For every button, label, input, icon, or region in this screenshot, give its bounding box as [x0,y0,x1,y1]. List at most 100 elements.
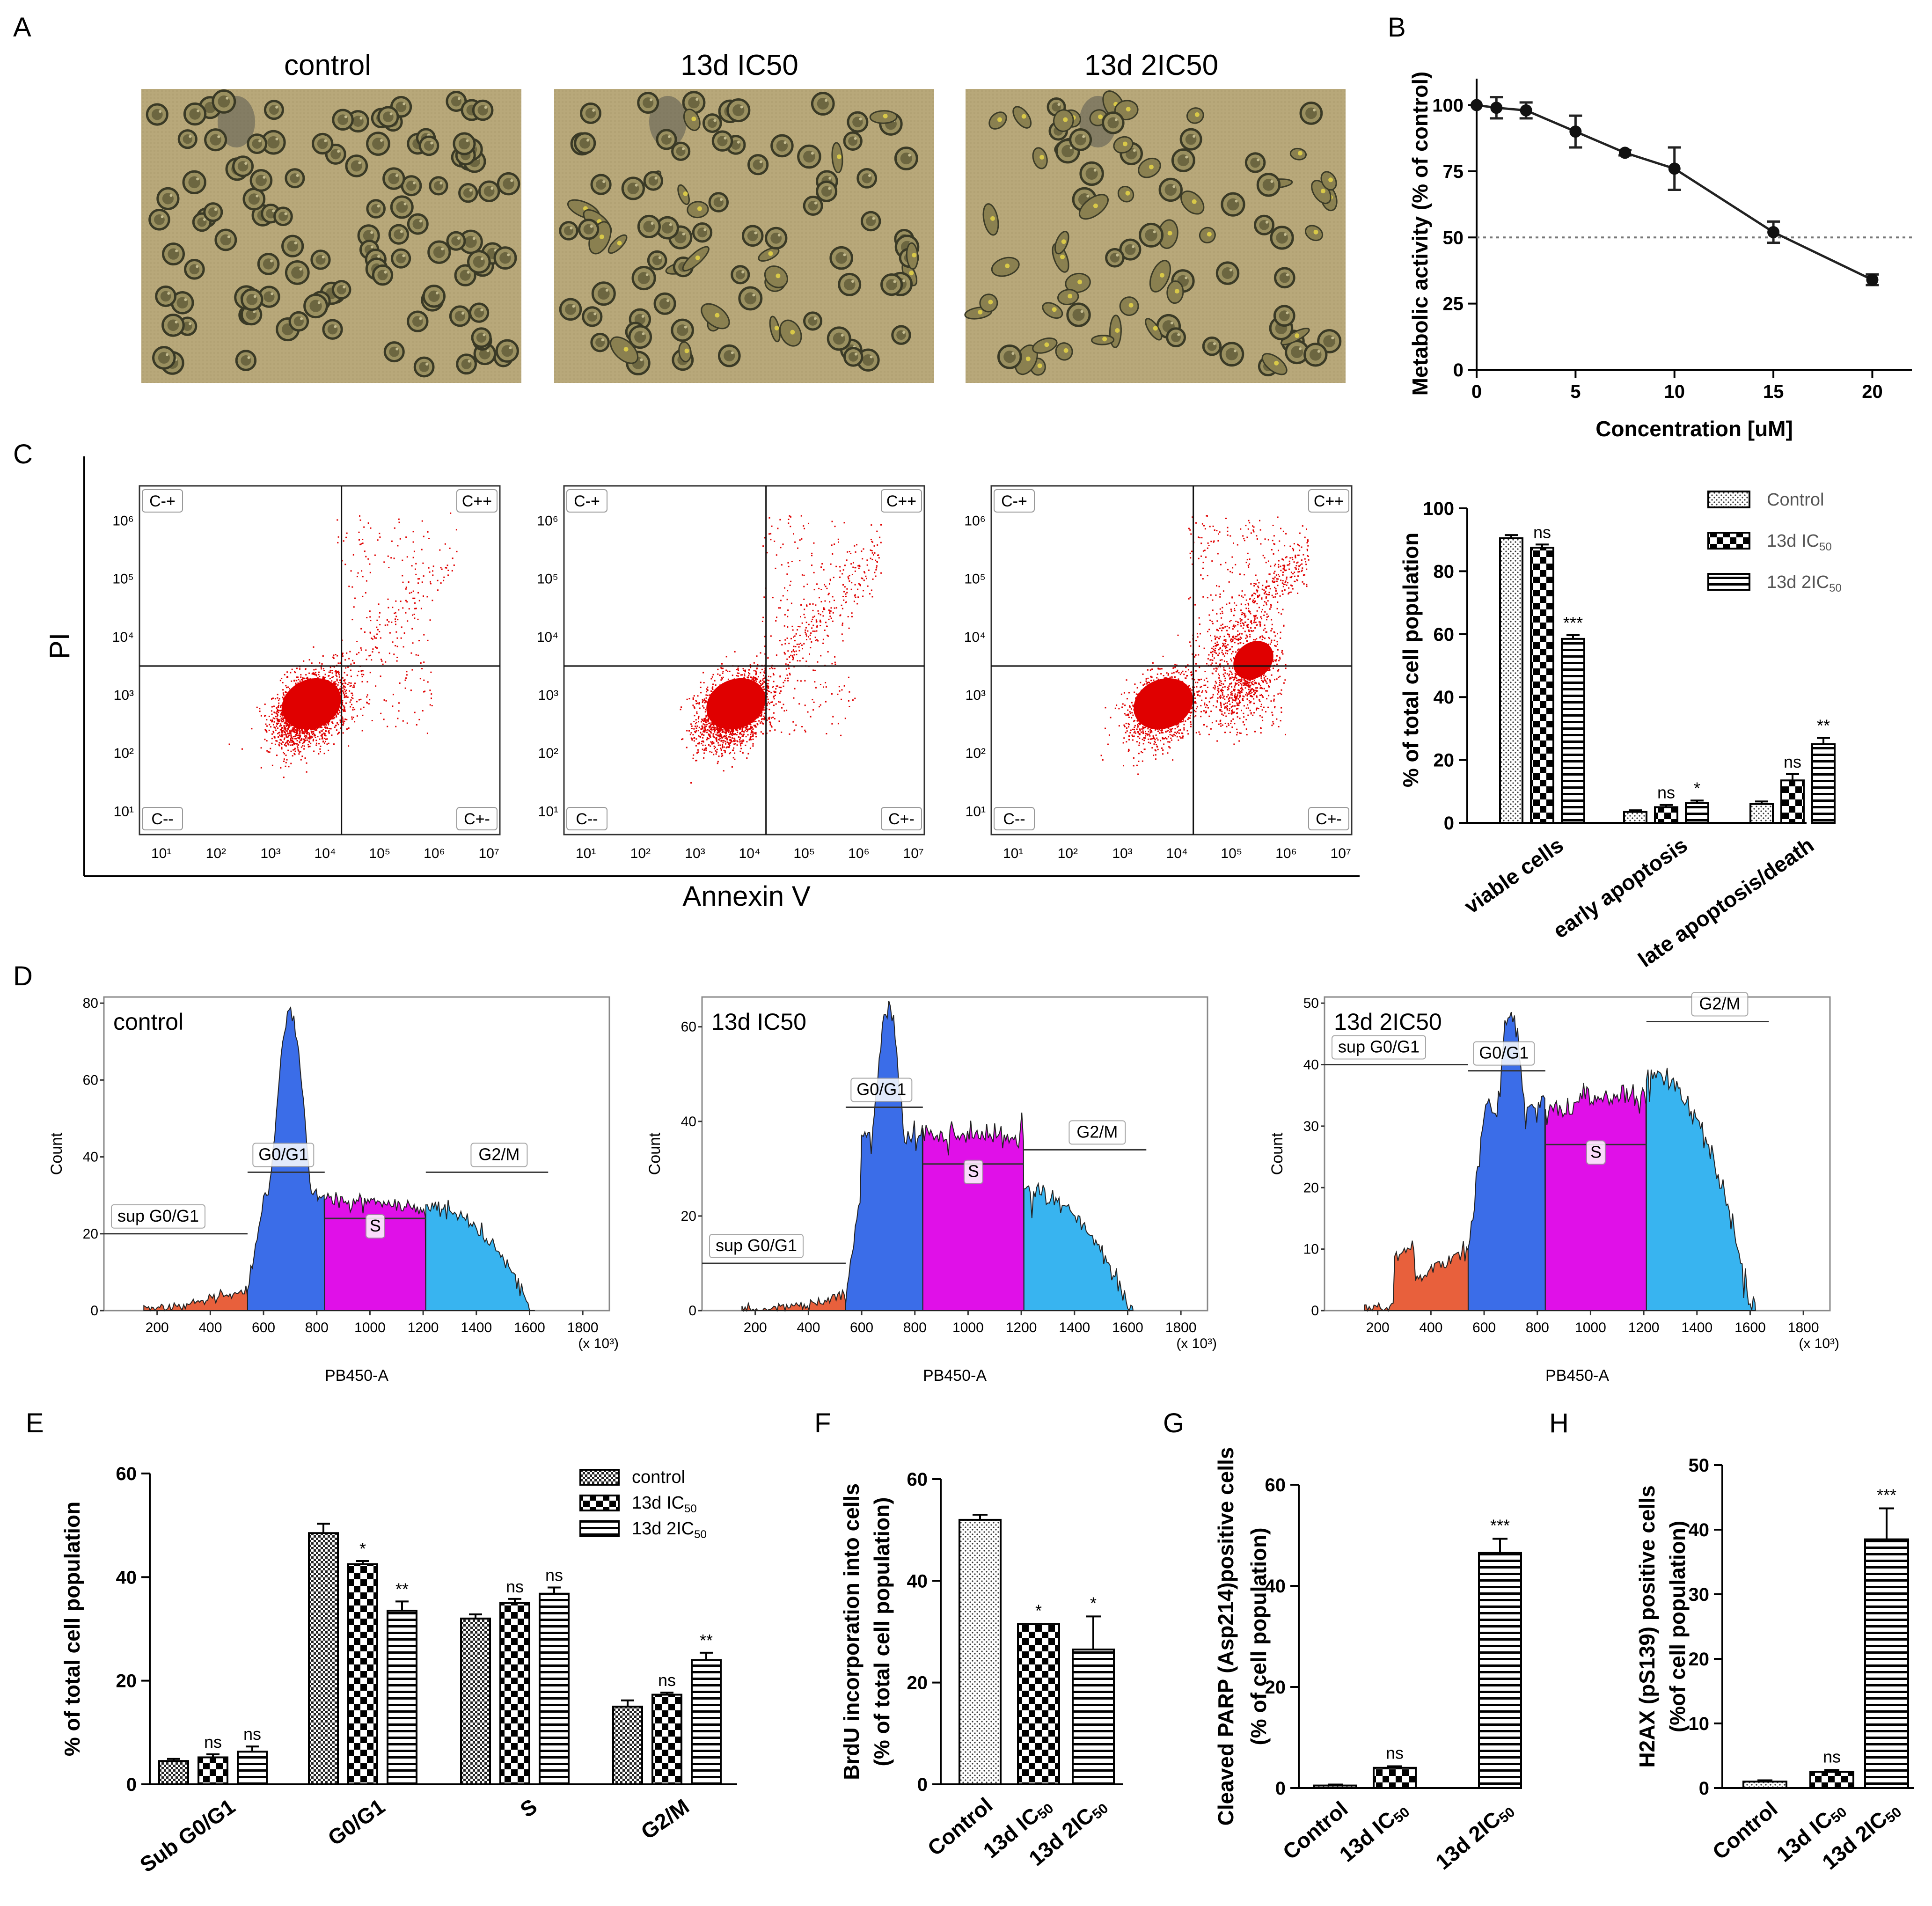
c-quadrant-label-box [142,807,183,830]
cell-granule [1093,203,1098,208]
panel-label-f: F [814,1408,831,1438]
cell-granule [1125,191,1130,196]
d-gate-label: sup G0/G1 [117,1206,199,1225]
d-title: 13d IC50 [711,1009,806,1035]
d-x-tick-label: 600 [1472,1320,1496,1335]
c-quadrant-label-box [142,489,183,513]
H-ylabel: H2AX (pS139) positive cells [1635,1485,1659,1767]
cell-highlight [893,280,896,283]
micrograph-title-2ic50: 13d 2IC50 [1084,49,1218,81]
d-x-tick-label: 600 [252,1320,275,1335]
c-y-tick-label: 10¹ [114,804,134,819]
C-bar-y-tick-label: 100 [1423,498,1454,519]
C-bar-bar [1811,743,1836,824]
C-bar-y-tick-label: 60 [1434,624,1455,645]
c-x-tick-label: 10⁶ [1275,846,1297,861]
cell-highlight [490,187,494,190]
micrograph-title-ic50: 13d IC50 [681,49,798,81]
C-bar-significance: ns [1784,752,1801,771]
cell-highlight [713,119,717,122]
b-data-point [1569,125,1582,138]
d-x-tick-label: 1600 [1112,1320,1143,1335]
panel-a-micrographs: control 13d IC50 13d 2IC50 [141,49,1346,383]
d-gate-label: S [1590,1142,1602,1161]
F-bar [1072,1649,1115,1786]
C-bar-bar [1561,638,1585,824]
cell-granule [1037,363,1042,368]
cell-highlight [457,97,461,100]
cell-highlight [395,174,398,177]
d-histogram-0: sup G0/G1 G0/G1 S G2/M control 0 20 40 60 80 200 40… [48,996,619,1385]
cell-highlight [419,317,422,320]
d-x-tick-label: 1000 [1575,1320,1606,1335]
cell-highlight [467,271,470,274]
E-significance: ns [204,1732,222,1752]
cell-granule [1077,279,1083,285]
cell-highlight [1284,233,1287,236]
cell-highlight [777,234,781,237]
cell-granule [1005,264,1010,269]
d-gate-label: S [370,1216,381,1235]
c-quadrant-label: C-+ [1001,492,1027,510]
d-histogram-1: sup G0/G1 G0/G1 S G2/M 13d IC50 0 20 40 60 200 400… [646,996,1217,1385]
cbar-legend-label: 13d IC50 [1767,531,1832,553]
F-category-label: 13d 2IC50 [1024,1793,1111,1872]
C-bar-significance: ns [1533,522,1551,542]
C-bar-y-tick-label: 80 [1434,561,1455,582]
cell-granule [1295,333,1300,338]
E-bar [499,1602,530,1786]
d-x-tick-label: 1800 [1165,1320,1197,1335]
b-y-tick-label: 50 [1443,227,1464,248]
F-category-subscript: 50 [1090,1801,1112,1823]
cell-highlight [509,346,512,349]
d-gate-label-box [111,1204,205,1229]
panel-label-b: B [1388,12,1406,43]
d-y-tick-label: 40 [83,1150,98,1165]
d-y-tick-label: 0 [1311,1303,1319,1319]
d-region-g2m [425,1200,535,1311]
E-category-label: G0/G1 [323,1794,389,1850]
cell-highlight [1170,322,1173,325]
cell-highlight [1086,195,1090,198]
b-data-point [1668,162,1681,175]
F-bar [959,1518,1002,1785]
cell-highlight [602,180,606,183]
cell-highlight [754,231,757,235]
cell-highlight [1257,158,1260,161]
cell-highlight [854,352,857,356]
cell-highlight [166,353,169,356]
cell-granule [715,313,720,318]
c-quadrant-label-box [994,489,1035,513]
cell-granule [697,206,702,211]
d-y-tick-label: 60 [83,1072,98,1088]
cell-highlight [189,322,192,325]
cell-highlight [640,358,643,361]
cell-highlight [256,194,259,198]
cell-highlight [586,139,590,142]
cell-granule [1313,229,1318,235]
E-significance: * [359,1539,366,1558]
c-y-tick-label: 10² [114,746,134,761]
G-y-tick-label: 0 [1275,1778,1286,1799]
panel-label-g: G [1163,1408,1184,1438]
cell-highlight [1011,352,1015,355]
cell-highlight [1286,273,1289,277]
d-gate-label: sup G0/G1 [1338,1037,1420,1056]
c-y-tick-label: 10⁴ [112,630,134,645]
b-x-tick-label: 5 [1570,381,1581,402]
b-series-line [1476,104,1873,281]
c-scatter-plot-1: C-+ C++ C-- C+- 10¹ 10¹ 10² 10² 10³ 10³ 10⁴ 10⁴ 10⁵ 1… [537,485,925,861]
cell-highlight [275,106,278,109]
cell-highlight [1082,135,1085,138]
cell-granule [623,347,629,352]
b-x-tick-label: 15 [1763,381,1784,402]
e-legend-subscript: 50 [684,1503,697,1515]
G-significance: *** [1490,1516,1510,1535]
c-x-tick-label: 10² [1058,846,1078,861]
cell-granule [695,255,700,260]
c-y-tick-label: 10² [538,746,558,761]
c-x-tick-label: 10¹ [1003,846,1023,861]
cell-highlight [724,137,727,140]
cell-highlight [472,237,476,240]
